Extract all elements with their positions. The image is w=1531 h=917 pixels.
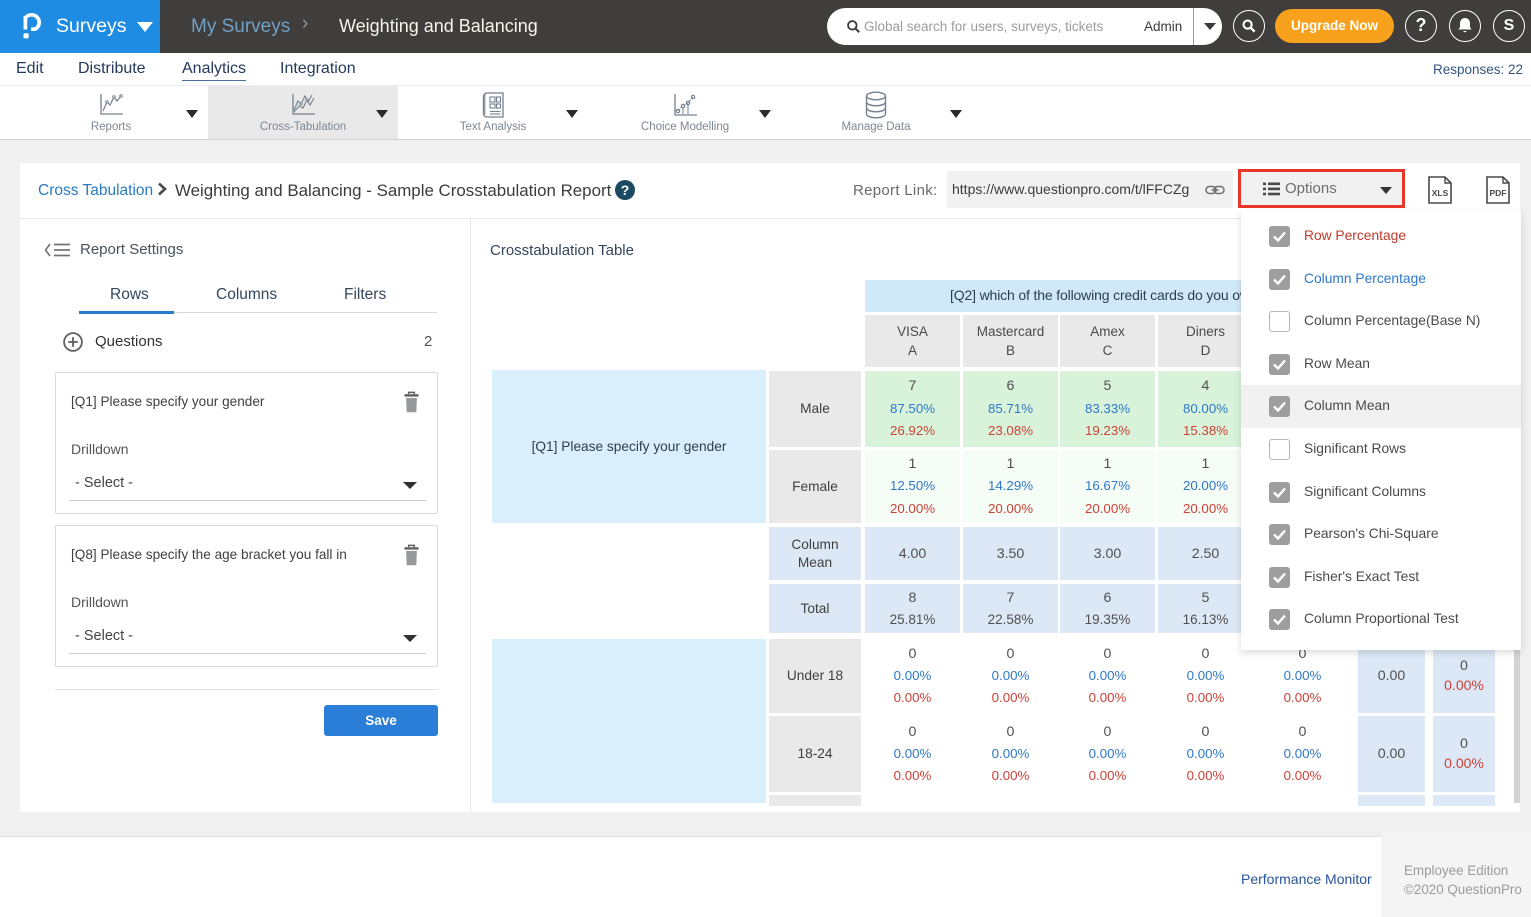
svg-text:XLS: XLS xyxy=(1432,188,1449,198)
svg-text:PDF: PDF xyxy=(1490,188,1507,198)
